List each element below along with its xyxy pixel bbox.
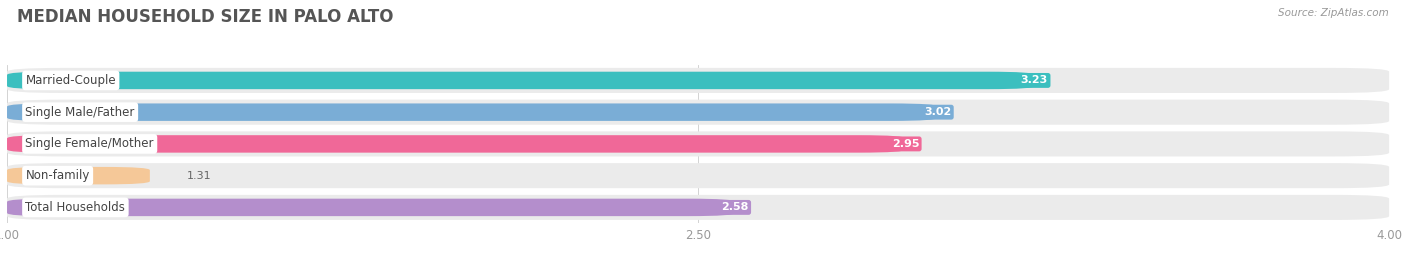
FancyBboxPatch shape [7, 131, 1389, 157]
FancyBboxPatch shape [7, 135, 905, 153]
FancyBboxPatch shape [7, 72, 1035, 89]
Text: Total Households: Total Households [25, 201, 125, 214]
Text: Source: ZipAtlas.com: Source: ZipAtlas.com [1278, 8, 1389, 18]
Text: Single Female/Mother: Single Female/Mother [25, 137, 155, 150]
Text: 2.95: 2.95 [891, 139, 920, 149]
Text: Single Male/Father: Single Male/Father [25, 106, 135, 119]
FancyBboxPatch shape [7, 199, 735, 216]
FancyBboxPatch shape [7, 104, 938, 121]
Text: 3.23: 3.23 [1021, 75, 1047, 86]
Text: Non-family: Non-family [25, 169, 90, 182]
FancyBboxPatch shape [7, 68, 1389, 93]
Text: 3.02: 3.02 [924, 107, 952, 117]
Text: 2.58: 2.58 [721, 202, 748, 213]
FancyBboxPatch shape [7, 167, 150, 184]
Text: MEDIAN HOUSEHOLD SIZE IN PALO ALTO: MEDIAN HOUSEHOLD SIZE IN PALO ALTO [17, 8, 394, 26]
FancyBboxPatch shape [7, 195, 1389, 220]
FancyBboxPatch shape [7, 163, 1389, 188]
Text: Married-Couple: Married-Couple [25, 74, 117, 87]
Text: 1.31: 1.31 [187, 171, 211, 181]
FancyBboxPatch shape [7, 100, 1389, 125]
